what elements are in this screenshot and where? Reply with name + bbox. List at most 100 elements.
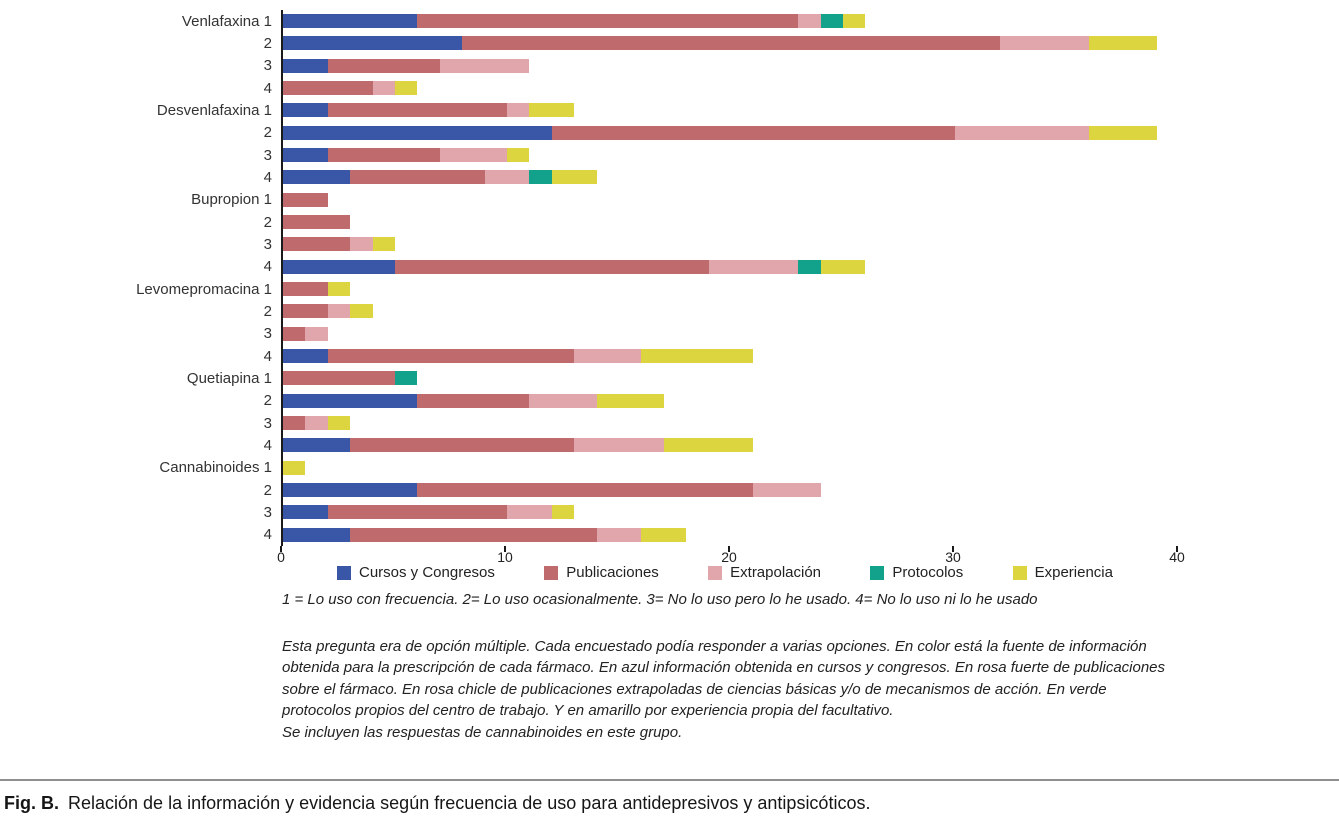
legend-item: Experiencia	[1012, 564, 1113, 581]
bar-segment	[417, 14, 799, 29]
legend-swatch-icon	[870, 565, 885, 580]
bar-segment	[350, 237, 373, 252]
y-axis-label: 3	[263, 414, 272, 432]
bar-segment	[283, 349, 328, 364]
y-axis-label: 2	[263, 481, 272, 499]
y-axis-label: 3	[263, 57, 272, 75]
y-axis-label: 4	[263, 347, 272, 365]
legend-label: Publicaciones	[566, 564, 659, 581]
bar-segment	[820, 259, 866, 274]
bar-segment	[327, 304, 351, 319]
bar-segment	[551, 505, 575, 520]
bar-segment	[283, 483, 418, 498]
legend-swatch-icon	[337, 565, 351, 580]
caption-text: Relación de la información y evidencia s…	[68, 793, 871, 813]
x-tick-mark	[952, 546, 954, 552]
bar-segment	[596, 527, 642, 542]
bar-segment	[283, 148, 328, 163]
bar-row: 3	[264, 501, 1177, 523]
bar-row: 3	[264, 55, 1177, 77]
bar-segment	[350, 438, 575, 453]
bar-segment	[1089, 36, 1157, 51]
y-axis-label: 4	[263, 168, 272, 186]
bar-segment	[394, 81, 418, 96]
bar-segment	[327, 349, 575, 364]
bar-row: 3	[264, 323, 1177, 345]
bar-segment	[327, 103, 507, 118]
bar-segment	[283, 81, 373, 96]
bar-segment	[283, 304, 328, 319]
bar-segment	[417, 483, 754, 498]
y-axis-label: Quetiapina 1	[186, 369, 272, 387]
y-axis-label: 2	[263, 302, 272, 320]
x-tick-label: 10	[497, 549, 513, 565]
bar-segment	[462, 36, 1000, 51]
bar-segment	[283, 438, 351, 453]
bar-row: 2	[264, 32, 1177, 54]
y-axis-label: 4	[263, 436, 272, 454]
bar-row: 4	[264, 345, 1177, 367]
bar-segment	[551, 170, 597, 185]
x-tick-label: 20	[721, 549, 737, 565]
y-axis-label: Desvenlafaxina 1	[156, 101, 272, 119]
legend-swatch-icon	[544, 565, 559, 580]
bar-segment	[506, 505, 552, 520]
bar-segment	[999, 36, 1090, 51]
bar-segment	[350, 304, 373, 319]
legend-item: Protocolos	[870, 564, 963, 581]
bar-segment	[395, 371, 418, 386]
x-tick-label: 0	[277, 549, 285, 565]
plot-area: Venlafaxina 1 2 3 4 Desvenlafaxina 1 2 3 4 Bupro…	[136, 10, 1177, 546]
explanation-block: Esta pregunta era de opción múltiple. Ca…	[282, 636, 1174, 743]
bar-segment	[641, 349, 754, 364]
x-tick-mark	[280, 546, 282, 552]
y-axis-label: 2	[263, 213, 272, 231]
bar-segment	[551, 125, 955, 140]
bar-segment	[798, 259, 821, 274]
bar-segment	[1089, 125, 1157, 140]
frequency-key-note: 1 = Lo uso con frecuencia. 2= Lo uso oca…	[282, 591, 1038, 608]
bar-segment	[663, 438, 754, 453]
legend-item: Cursos y Congresos	[337, 564, 495, 581]
bar-segment	[327, 148, 440, 163]
bar-row: 4	[264, 434, 1177, 456]
x-tick-label: 30	[945, 549, 961, 565]
bar-segment	[283, 326, 306, 341]
bar-row: 4	[264, 256, 1177, 278]
bar-segment	[283, 192, 328, 207]
legend-label: Experiencia	[1034, 564, 1113, 581]
x-tick-mark	[504, 546, 506, 552]
bar-row: 2	[264, 300, 1177, 322]
bar-segment	[283, 14, 418, 29]
legend-label: Cursos y Congresos	[359, 564, 495, 581]
bar-segment	[283, 505, 328, 520]
bar-segment	[283, 215, 351, 230]
bar-segment	[327, 282, 351, 297]
x-tick-mark	[1176, 546, 1178, 552]
y-axis-label: Venlafaxina 1	[181, 12, 272, 30]
bar-segment	[283, 103, 328, 118]
bar-segment	[506, 103, 530, 118]
bar-segment	[305, 416, 328, 431]
bar-segment	[574, 349, 642, 364]
figure-caption: Fig. B. Relación de la información y evid…	[4, 793, 870, 814]
bar-segment	[283, 460, 306, 475]
y-axis-label: 2	[263, 392, 272, 410]
bar-segment	[529, 170, 552, 185]
y-axis-label: 3	[263, 325, 272, 343]
bar-segment	[439, 58, 530, 73]
bar-segment	[305, 326, 328, 341]
bar-segment	[350, 527, 597, 542]
bar-segment	[327, 505, 507, 520]
legend-label: Extrapolación	[730, 564, 822, 581]
bar-segment	[372, 81, 395, 96]
bar-segment	[842, 14, 866, 29]
bar-segment	[283, 36, 463, 51]
bar-row: 4	[264, 524, 1177, 546]
y-axis-label: 4	[263, 526, 272, 544]
bar-segment	[954, 125, 1090, 140]
bar-segment	[372, 237, 395, 252]
bar-row: 4	[264, 77, 1177, 99]
legend-swatch-icon	[1012, 565, 1027, 580]
y-axis-label: 3	[263, 503, 272, 521]
